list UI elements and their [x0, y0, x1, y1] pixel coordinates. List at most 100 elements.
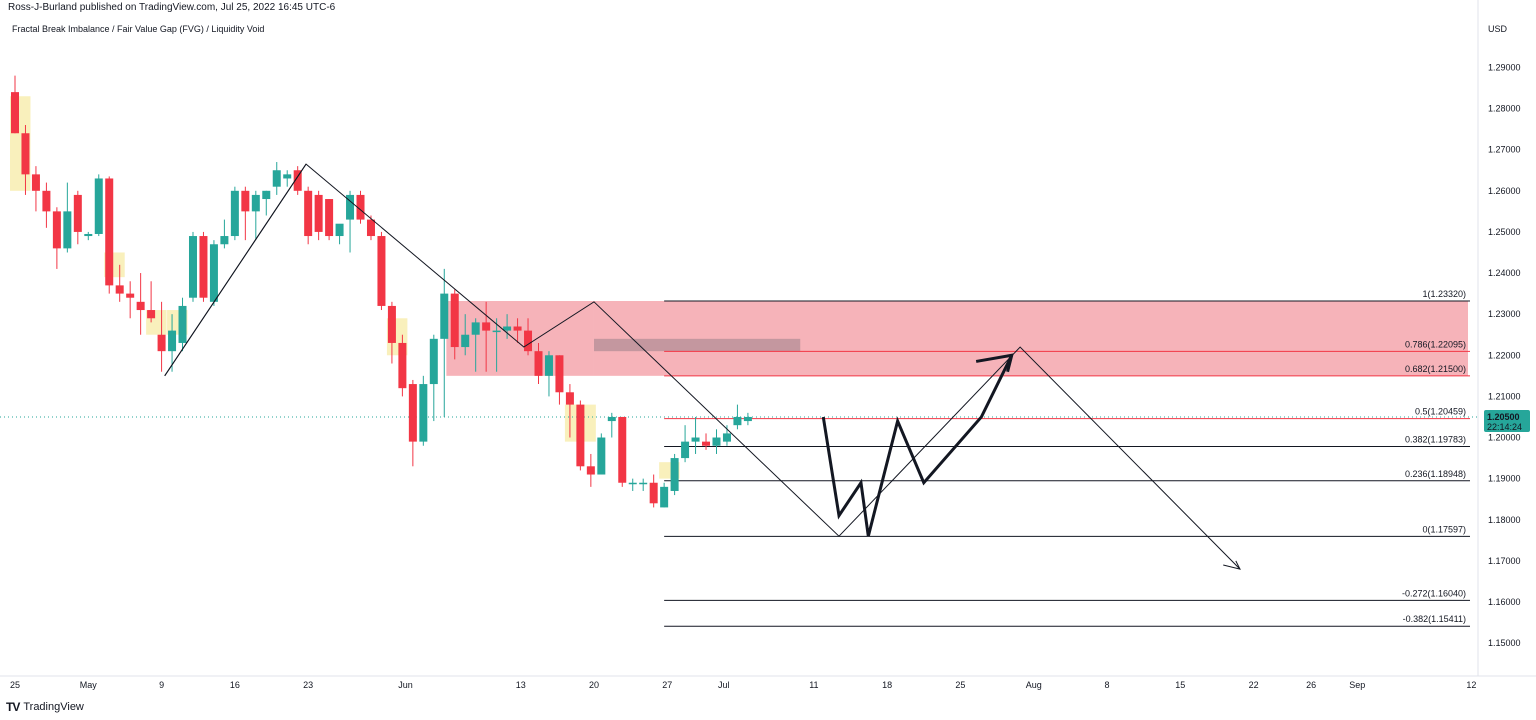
candle[interactable] — [722, 425, 731, 446]
candle-body — [356, 194, 365, 220]
candle[interactable] — [115, 264, 124, 302]
candle[interactable] — [73, 190, 82, 245]
candle[interactable] — [136, 273, 145, 335]
drawings[interactable] — [164, 163, 1241, 570]
candle-body — [283, 174, 292, 179]
candle[interactable] — [461, 314, 470, 356]
candle[interactable] — [691, 416, 700, 454]
candle[interactable] — [42, 182, 51, 228]
candle[interactable] — [471, 318, 480, 372]
fib-level-label: -0.272(1.16040) — [1402, 588, 1466, 598]
candle-body — [136, 301, 145, 311]
candle[interactable] — [408, 379, 417, 467]
price-axis[interactable]: 1.29000 1.28000 1.27000 1.26000 1.25000 1.240… — [1477, 0, 1530, 676]
candle[interactable] — [649, 474, 658, 508]
time-axis[interactable]: 25 May 9 16 23 Jun 13 20 27 Jul 11 18 25 Aug 8 15 22 26 Se… — [0, 675, 1536, 690]
candle[interactable] — [419, 375, 428, 446]
fibonacci-levels: 1(1.23320) 0.786(1.22095) 0.682(1.21500) 0.… — [0, 289, 1478, 627]
zigzag-projection[interactable] — [821, 354, 1014, 537]
candle[interactable] — [576, 400, 585, 471]
candle[interactable] — [702, 433, 711, 450]
candle[interactable] — [199, 231, 208, 302]
candle[interactable] — [440, 268, 449, 417]
candle[interactable] — [586, 453, 595, 487]
candle[interactable] — [283, 170, 292, 187]
candle[interactable] — [178, 297, 187, 352]
candle[interactable] — [366, 215, 375, 241]
candle[interactable] — [84, 231, 93, 241]
supply-zones — [446, 301, 1468, 376]
candle[interactable] — [733, 404, 742, 430]
time-tick-label: Aug — [1026, 680, 1042, 690]
arrow-head-icon[interactable] — [1223, 560, 1241, 570]
candle[interactable] — [63, 182, 72, 253]
candle[interactable] — [168, 314, 177, 372]
candle[interactable] — [325, 199, 334, 241]
candle[interactable] — [314, 190, 323, 241]
candle[interactable] — [743, 412, 752, 426]
candle-body — [262, 190, 271, 200]
candle[interactable] — [11, 75, 19, 134]
candle[interactable] — [492, 318, 501, 372]
candle[interactable] — [544, 351, 553, 397]
candle[interactable] — [618, 416, 627, 487]
candle[interactable] — [534, 342, 543, 385]
candle[interactable] — [503, 314, 512, 339]
candle-body — [115, 285, 124, 294]
candle[interactable] — [220, 219, 229, 249]
candle[interactable] — [555, 355, 564, 405]
candle-body — [188, 236, 197, 298]
candle[interactable] — [398, 334, 407, 397]
candle[interactable] — [126, 281, 135, 319]
candle[interactable] — [597, 433, 606, 475]
candle-body — [597, 437, 606, 475]
candle[interactable] — [660, 482, 669, 508]
candle[interactable] — [429, 334, 438, 422]
candle-body — [11, 92, 19, 134]
candle[interactable] — [209, 240, 218, 306]
arrow-head-icon[interactable] — [975, 353, 1014, 373]
candle[interactable] — [712, 429, 721, 454]
candle[interactable] — [21, 125, 30, 195]
candle[interactable] — [670, 453, 679, 496]
candle[interactable] — [272, 162, 281, 195]
candle[interactable] — [293, 166, 302, 195]
candle[interactable] — [105, 176, 114, 294]
candle[interactable] — [157, 301, 166, 372]
candle[interactable] — [335, 223, 344, 245]
candle[interactable] — [450, 289, 459, 360]
candle[interactable] — [513, 318, 522, 343]
candle[interactable] — [565, 384, 574, 438]
candle[interactable] — [52, 207, 61, 269]
fib-0786-zone — [593, 338, 801, 352]
candle[interactable] — [31, 166, 40, 212]
candle[interactable] — [251, 190, 260, 241]
time-tick-label: May — [80, 680, 98, 690]
candle[interactable] — [94, 174, 103, 237]
candle[interactable] — [377, 231, 386, 311]
candle[interactable] — [356, 190, 365, 224]
candle[interactable] — [681, 425, 690, 463]
candle[interactable] — [524, 318, 533, 356]
candle[interactable] — [628, 478, 637, 491]
time-tick-label: 26 — [1306, 680, 1316, 690]
candle[interactable] — [482, 301, 491, 372]
candle[interactable] — [241, 186, 250, 241]
candle[interactable] — [346, 190, 355, 253]
candle[interactable] — [147, 281, 156, 323]
candle[interactable] — [230, 186, 239, 241]
time-tick-label: 25 — [10, 680, 20, 690]
candle-body — [440, 293, 449, 339]
trend-line[interactable] — [164, 163, 307, 377]
candles[interactable] — [11, 75, 752, 508]
candle[interactable] — [188, 231, 197, 302]
candle[interactable] — [607, 412, 616, 438]
candle[interactable] — [262, 190, 271, 216]
candle[interactable] — [304, 186, 313, 245]
candle-body — [63, 211, 72, 249]
candle[interactable] — [639, 478, 648, 491]
candle[interactable] — [387, 301, 396, 364]
footer[interactable]: TV TradingView — [6, 700, 84, 714]
candle-body — [31, 174, 40, 191]
